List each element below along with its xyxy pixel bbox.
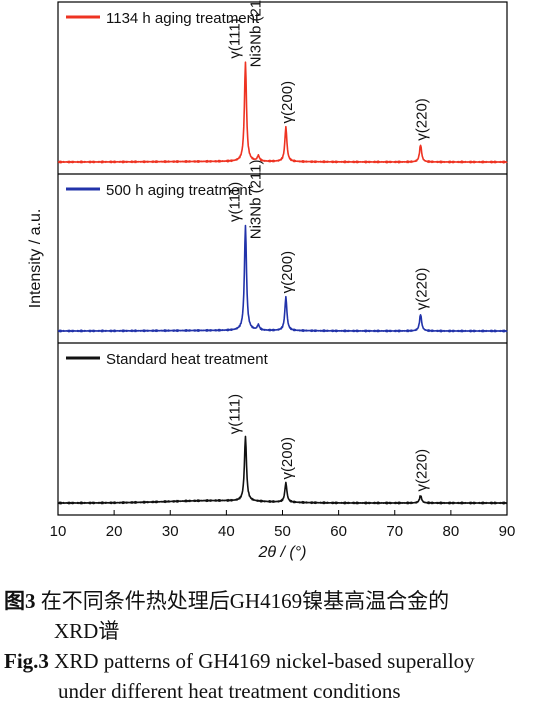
x-tick-label: 60 bbox=[330, 523, 347, 540]
caption-en-line2: under different heat treatment condition… bbox=[58, 679, 401, 703]
peak-label: γ(220) bbox=[414, 449, 431, 492]
x-tick-label: 90 bbox=[499, 523, 516, 540]
peak-label: γ(111) bbox=[226, 18, 243, 58]
caption-en-label: Fig.3 bbox=[4, 649, 49, 673]
caption-en-text: XRD patterns of GH4169 nickel-based supe… bbox=[48, 649, 475, 673]
x-tick-label: 40 bbox=[218, 523, 235, 540]
y-axis-label: Intensity / a.u. bbox=[27, 209, 44, 309]
x-tick-label: 80 bbox=[443, 523, 460, 540]
caption-cn-text: 在不同条件热处理后GH4169镍基高温合金的 bbox=[35, 589, 450, 613]
peak-label: Ni3Nb (211) bbox=[247, 0, 264, 67]
series-line-1 bbox=[57, 61, 508, 164]
peak-label: γ(200) bbox=[279, 437, 296, 480]
x-tick-label: 30 bbox=[162, 523, 179, 540]
xrd-chart: 10 20 30 40 50 60 70 80 90 2θ / (°) Intensity / a.… bbox=[27, 0, 516, 561]
caption-cn-label: 图3 bbox=[4, 589, 36, 613]
x-tick-label: 70 bbox=[386, 523, 403, 540]
peak-label: γ(111) bbox=[226, 182, 243, 222]
x-tick-label: 20 bbox=[106, 523, 123, 540]
x-axis-label: 2θ / (°) bbox=[258, 544, 307, 561]
peak-label: γ(200) bbox=[279, 81, 296, 124]
caption-cn-line2: XRD谱 bbox=[54, 619, 120, 643]
legend-label: 1134 h aging treatment bbox=[106, 10, 260, 27]
legend-label: 500 h aging treatment bbox=[106, 182, 253, 199]
series-line-2 bbox=[57, 224, 508, 333]
peak-label: Ni3Nb (211) bbox=[247, 159, 264, 239]
series-line-3 bbox=[57, 435, 508, 505]
peak-label: γ(111) bbox=[226, 394, 243, 434]
caption-en-line1: Fig.3 XRD patterns of GH4169 nickel-base… bbox=[0, 646, 542, 676]
x-tick-label: 50 bbox=[274, 523, 291, 540]
figure-caption: 图3 在不同条件热处理后GH4169镍基高温合金的 XRD谱 Fig.3 XRD… bbox=[0, 586, 542, 706]
caption-cn-line1: 图3 在不同条件热处理后GH4169镍基高温合金的 bbox=[0, 586, 542, 616]
legend-label: Standard heat treatment bbox=[106, 351, 269, 368]
peak-label: γ(200) bbox=[279, 251, 296, 294]
peak-label: γ(220) bbox=[414, 98, 431, 141]
x-tick-label: 10 bbox=[50, 523, 67, 540]
peak-label: γ(220) bbox=[414, 268, 431, 311]
